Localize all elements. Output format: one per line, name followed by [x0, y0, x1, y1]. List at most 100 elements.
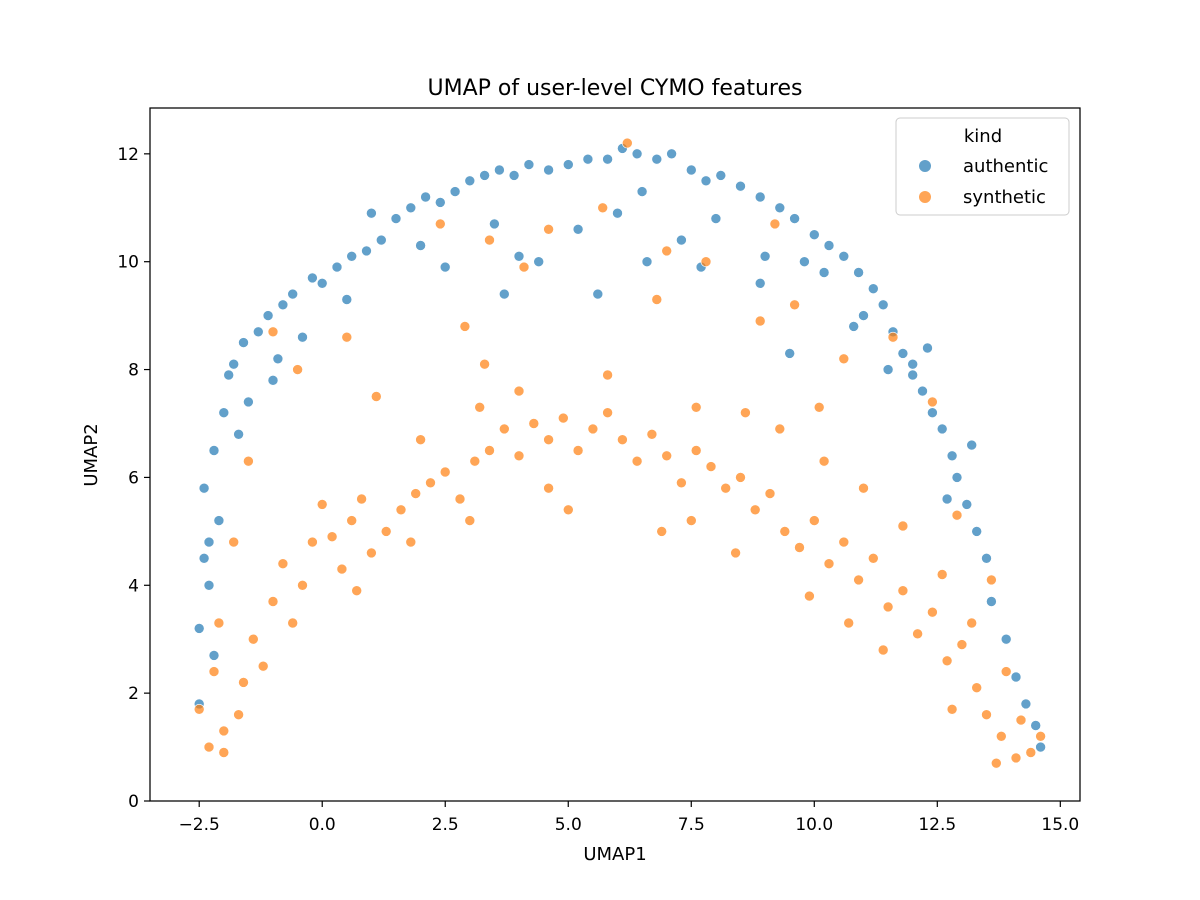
point-synthetic-50 [823, 558, 835, 570]
point-synthetic-6 [238, 677, 249, 688]
point-synthetic-1 [203, 741, 215, 753]
point-authentic-57 [907, 369, 919, 381]
point-synthetic-113 [877, 644, 889, 656]
point-authentic-69 [1020, 698, 1032, 710]
point-authentic-103 [439, 261, 451, 273]
point-synthetic-10 [277, 558, 289, 570]
point-synthetic-84 [459, 321, 471, 332]
point-synthetic-24 [439, 466, 451, 478]
point-authentic-68 [1010, 671, 1022, 683]
point-authentic-42 [685, 164, 697, 176]
x-tick-label: 5.0 [555, 815, 582, 835]
point-synthetic-12 [297, 579, 308, 591]
point-synthetic-16 [336, 563, 348, 575]
point-authentic-14 [267, 374, 279, 386]
point-synthetic-105 [233, 709, 244, 721]
point-authentic-81 [759, 250, 771, 262]
legend-label-authentic: authentic [963, 156, 1048, 177]
point-authentic-39 [631, 148, 643, 160]
point-authentic-52 [853, 267, 864, 278]
point-authentic-34 [543, 164, 554, 176]
point-synthetic-99 [651, 294, 663, 305]
point-synthetic-78 [415, 434, 426, 446]
legend-marker-authentic [919, 160, 931, 172]
y-tick-label: 12 [117, 145, 139, 165]
point-authentic-59 [927, 407, 938, 419]
point-synthetic-21 [395, 504, 407, 516]
point-synthetic-33 [572, 445, 584, 456]
point-authentic-56 [897, 348, 909, 359]
point-authentic-9 [228, 358, 239, 370]
point-synthetic-34 [587, 423, 599, 435]
point-synthetic-109 [562, 504, 574, 516]
point-synthetic-5 [228, 536, 239, 548]
x-axis-ticks: −2.5 0.0 2.5 5.0 7.5 10.0 12.5 15.0 [179, 801, 1079, 835]
point-synthetic-103 [986, 574, 997, 586]
point-authentic-74 [489, 218, 500, 230]
point-authentic-32 [508, 170, 520, 181]
x-tick-label: 2.5 [432, 815, 459, 835]
point-synthetic-69 [897, 520, 909, 532]
point-synthetic-66 [1000, 666, 1012, 677]
point-authentic-23 [375, 234, 387, 246]
point-synthetic-87 [597, 202, 609, 214]
point-authentic-40 [651, 153, 663, 165]
chart-title: UMAP of user-level CYMO features [427, 76, 802, 101]
point-synthetic-51 [838, 536, 850, 548]
point-authentic-5 [208, 445, 220, 456]
point-synthetic-0 [193, 703, 205, 715]
point-authentic-83 [858, 310, 869, 321]
point-synthetic-61 [981, 709, 992, 721]
point-synthetic-112 [804, 590, 815, 602]
point-synthetic-114 [946, 703, 958, 715]
point-authentic-62 [951, 472, 963, 483]
point-synthetic-85 [479, 358, 490, 370]
point-synthetic-100 [754, 315, 766, 327]
point-authentic-92 [341, 294, 353, 305]
point-authentic-31 [494, 164, 505, 176]
point-authentic-4 [203, 579, 215, 591]
x-tick-label: 7.5 [678, 815, 705, 835]
point-authentic-3 [198, 482, 210, 494]
point-synthetic-2 [208, 666, 220, 677]
point-synthetic-31 [543, 434, 554, 446]
point-authentic-101 [641, 256, 653, 268]
point-synthetic-111 [730, 547, 741, 559]
point-synthetic-45 [749, 504, 761, 516]
point-authentic-60 [936, 423, 948, 435]
point-synthetic-42 [705, 461, 717, 472]
point-authentic-87 [966, 439, 978, 451]
point-synthetic-94 [887, 331, 899, 343]
point-synthetic-57 [927, 606, 938, 618]
point-authentic-90 [208, 650, 220, 661]
point-authentic-30 [479, 170, 490, 181]
y-axis-ticks: 0 2 4 6 8 10 12 [117, 145, 150, 812]
point-authentic-80 [710, 213, 722, 224]
point-synthetic-86 [518, 261, 530, 273]
x-tick-label: 12.5 [918, 815, 956, 835]
point-authentic-49 [808, 229, 820, 240]
point-synthetic-52 [853, 574, 864, 586]
axes-frame [149, 107, 1081, 802]
x-tick-label: 0.0 [309, 815, 336, 835]
point-synthetic-71 [818, 455, 830, 467]
point-synthetic-8 [257, 660, 269, 672]
point-authentic-27 [434, 197, 446, 208]
point-synthetic-73 [740, 407, 751, 419]
point-synthetic-63 [1010, 752, 1022, 764]
point-synthetic-116 [1015, 714, 1027, 726]
point-synthetic-80 [341, 331, 353, 343]
point-synthetic-30 [528, 418, 540, 429]
point-synthetic-89 [661, 245, 673, 257]
point-synthetic-48 [794, 542, 805, 553]
point-authentic-33 [523, 159, 535, 170]
point-synthetic-19 [366, 547, 377, 559]
point-synthetic-32 [557, 412, 569, 424]
point-authentic-71 [1035, 741, 1046, 753]
point-authentic-53 [867, 283, 879, 295]
point-synthetic-3 [213, 617, 225, 629]
point-synthetic-9 [267, 596, 279, 607]
point-synthetic-46 [764, 488, 776, 499]
point-authentic-46 [754, 191, 766, 203]
